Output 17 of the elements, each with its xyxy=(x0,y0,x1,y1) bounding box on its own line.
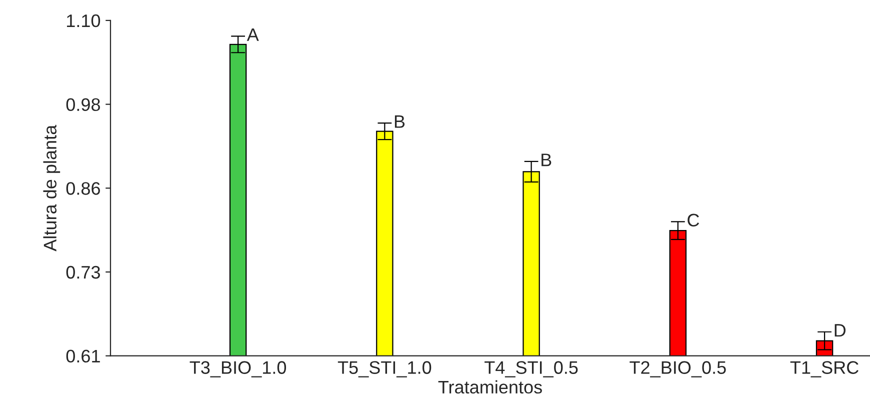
x-tick-label: T5_STI_1.0 xyxy=(338,361,432,378)
annotation: B xyxy=(542,154,552,166)
y-tick-label: 0.61 xyxy=(66,350,100,363)
y-tick-label: 1.10 xyxy=(67,14,100,28)
x-tick-label: T2_BIO_0.5 xyxy=(630,361,726,378)
annotation: A xyxy=(246,28,259,41)
annotation: B xyxy=(394,115,405,128)
x-tick-label: T4_STI_0.5 xyxy=(484,361,578,378)
y-tick-label: 0.73 xyxy=(66,266,100,279)
y-axis-title: Altura de planta xyxy=(43,124,60,252)
annotation: C xyxy=(688,214,700,227)
y-tick-label: 0.86 xyxy=(66,182,100,195)
x-tick-label: T3_BIO_1.0 xyxy=(190,361,286,378)
x-tick-label: T1_SRC xyxy=(790,361,858,378)
y-tick-label: 0.98 xyxy=(66,98,100,112)
x-axis-title: Tratamientos xyxy=(438,380,542,394)
annotation: D xyxy=(834,324,846,337)
